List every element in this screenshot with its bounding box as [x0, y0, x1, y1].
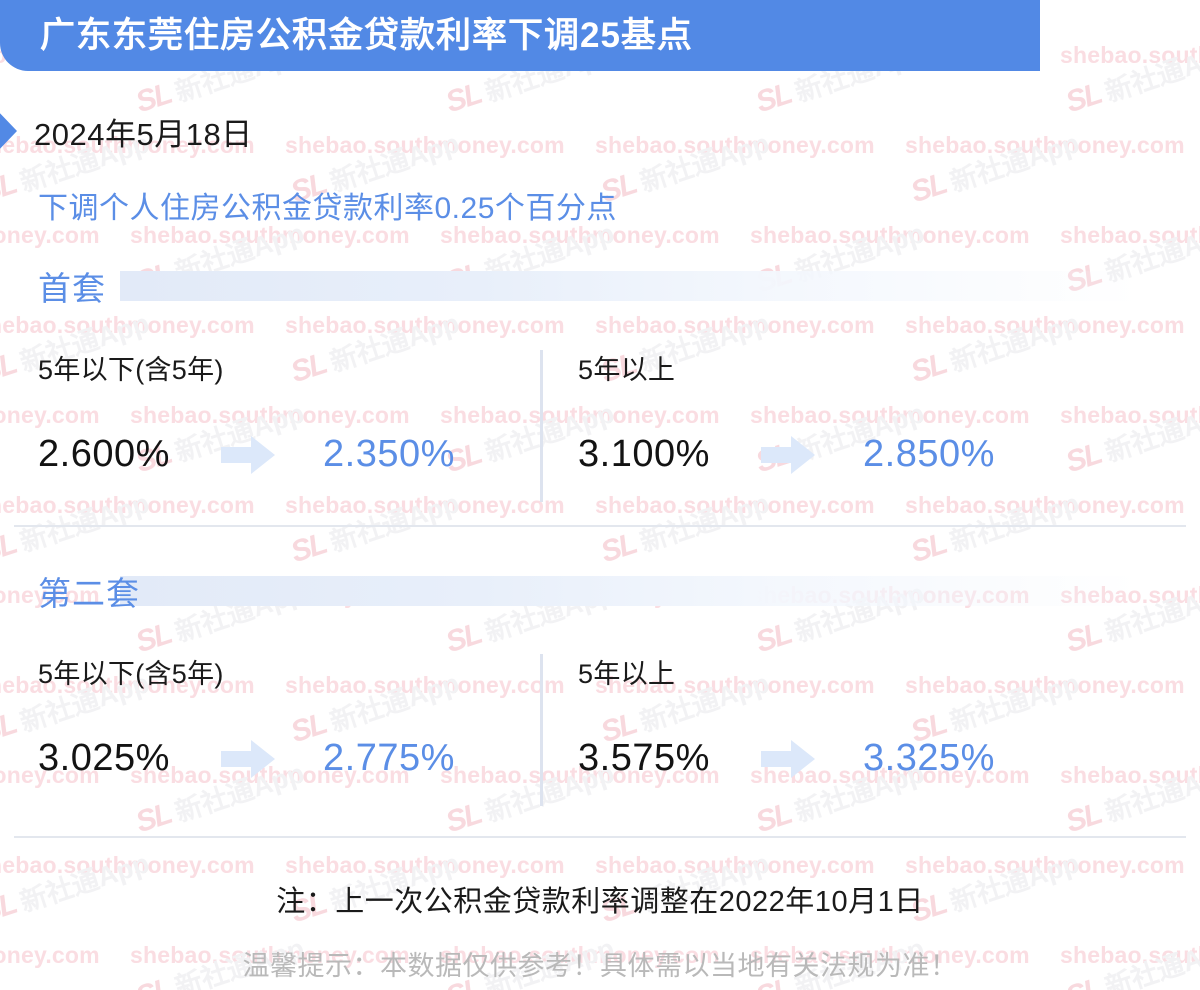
rate-column-under-5y: 5年以下(含5年) 2.600% 2.350% [0, 348, 540, 476]
column-divider [540, 350, 543, 502]
term-label: 5年以下(含5年) [38, 355, 224, 385]
old-rate-value: 3.100% [578, 433, 710, 475]
subtitle-text: 下调个人住房公积金贷款利率0.25个百分点 [38, 192, 617, 225]
section-accent-bar [120, 271, 1140, 301]
arrow-right-icon [761, 435, 815, 474]
arrow-right-icon [761, 739, 815, 778]
rate-change-line: 3.025% 2.775% [38, 737, 540, 780]
rate-column-under-5y: 5年以下(含5年) 3.025% 2.775% [0, 652, 540, 780]
new-rate-value: 2.350% [323, 433, 455, 475]
triangle-right-icon [0, 108, 17, 154]
header-banner: 广东东莞住房公积金贷款利率下调25基点 [0, 0, 1040, 71]
page-title: 广东东莞住房公积金贷款利率下调25基点 [40, 16, 693, 55]
rate-change-line: 3.575% 3.325% [578, 737, 1080, 780]
section-header-second-home: 第二套 [38, 568, 1168, 614]
new-rate-value: 3.325% [863, 737, 995, 779]
term-label: 5年以下(含5年) [38, 659, 224, 689]
rate-change-line: 3.100% 2.850% [578, 433, 1080, 476]
rate-column-over-5y: 5年以上 3.100% 2.850% [540, 348, 1080, 502]
arrow-right-icon [221, 435, 275, 474]
rate-change-line: 2.600% 2.350% [38, 433, 540, 476]
section-divider-1 [14, 525, 1186, 527]
column-divider [540, 654, 543, 806]
new-rate-value: 2.850% [863, 433, 995, 475]
footnote-disclaimer: 温馨提示：本数据仅供参考！具体需以当地有关法规为准！ [242, 951, 958, 981]
old-rate-value: 2.600% [38, 433, 170, 475]
arrow-right-icon [221, 739, 275, 778]
effective-date: 2024年5月18日 [34, 116, 253, 152]
section-divider-2 [14, 836, 1186, 838]
term-label: 5年以上 [578, 659, 676, 689]
footnote-previous-adjustment: 注：上一次公积金贷款利率调整在2022年10月1日 [276, 886, 924, 918]
section-accent-bar [120, 576, 1140, 606]
old-rate-value: 3.025% [38, 737, 170, 779]
section-label: 第二套 [38, 575, 140, 612]
rate-column-over-5y: 5年以上 3.575% 3.325% [540, 652, 1080, 806]
section-label: 首套 [38, 270, 106, 307]
rates-grid-first-home: 5年以下(含5年) 2.600% 2.350% 5年以上 3.100% 2.85… [0, 348, 1200, 502]
rates-grid-second-home: 5年以下(含5年) 3.025% 2.775% 5年以上 3.575% 3.32… [0, 652, 1200, 806]
date-row: 2024年5月18日 [0, 105, 1200, 157]
new-rate-value: 2.775% [323, 737, 455, 779]
term-label: 5年以上 [578, 355, 676, 385]
section-header-first-home: 首套 [38, 263, 1168, 309]
old-rate-value: 3.575% [578, 737, 710, 779]
